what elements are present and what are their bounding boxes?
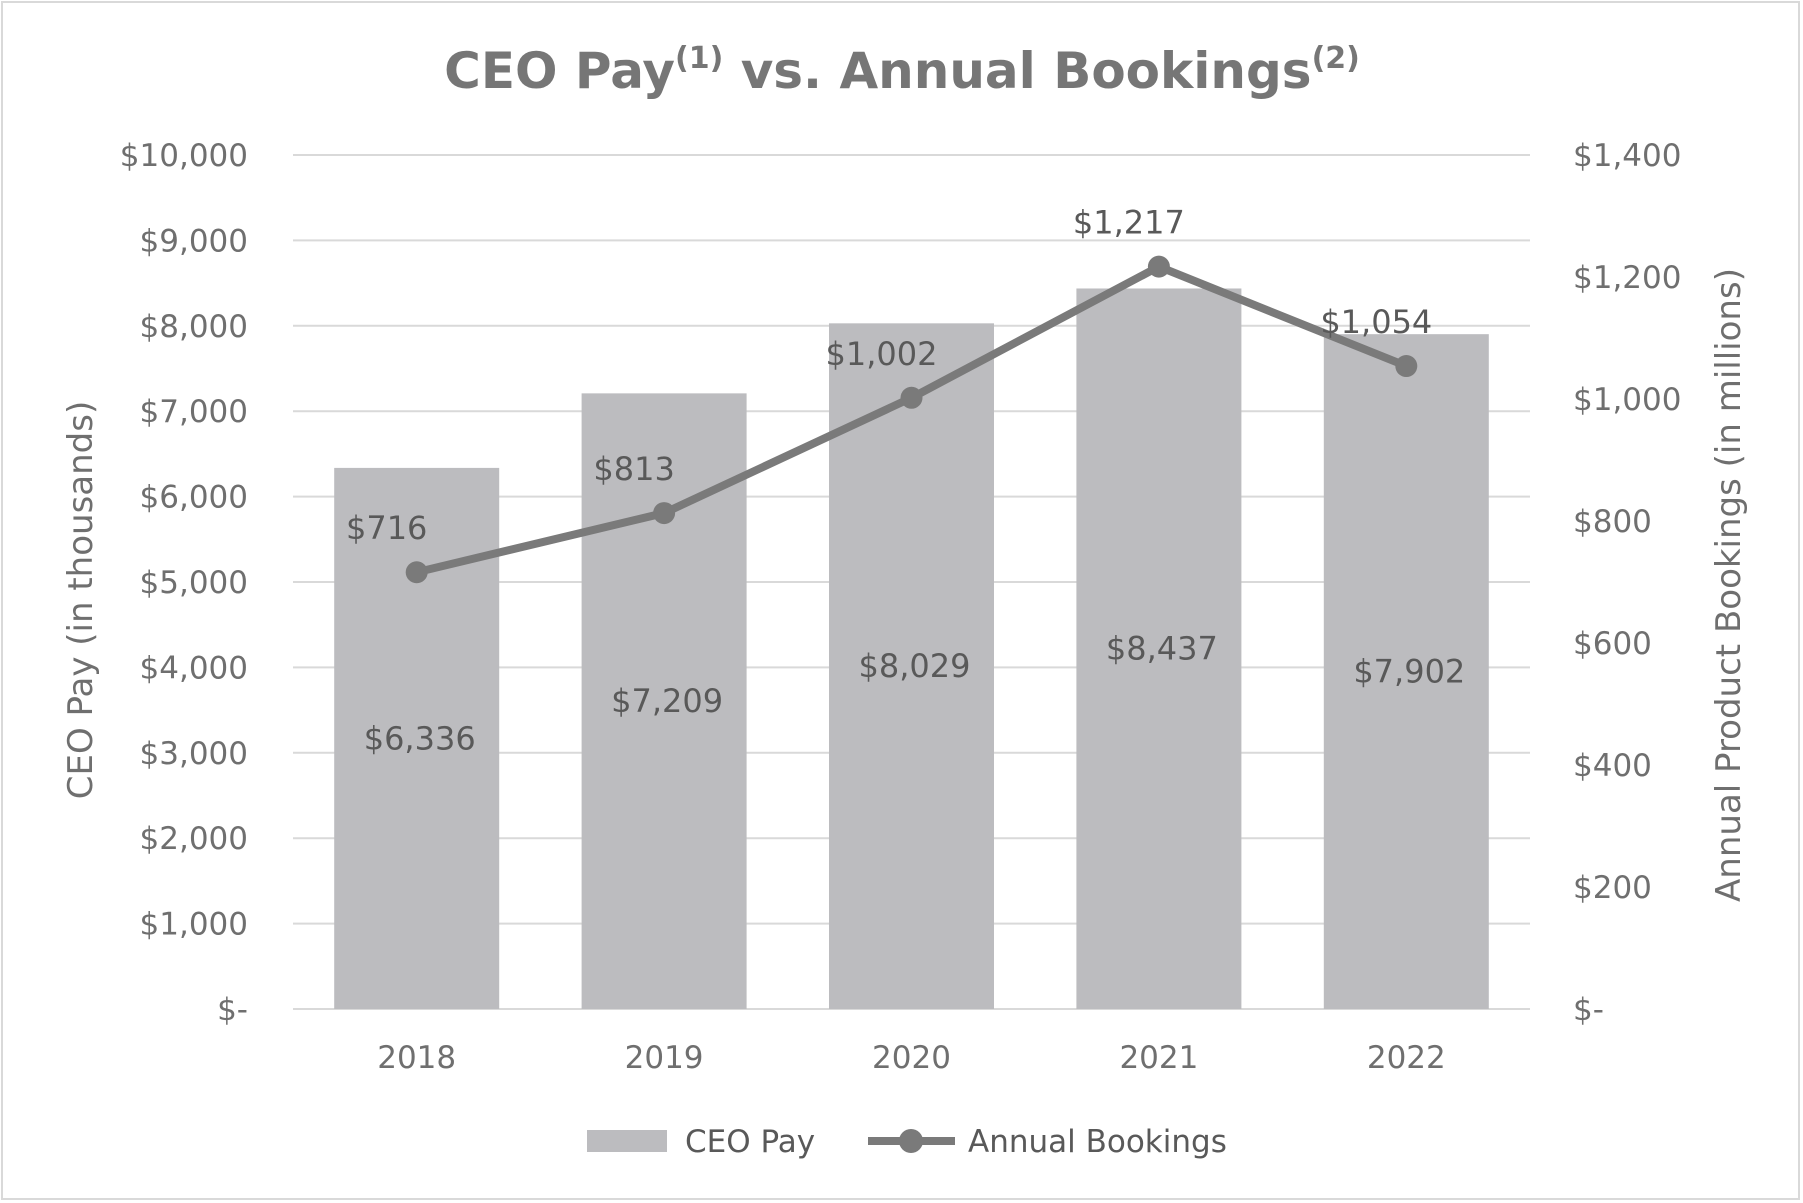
left-tick-label: $4,000 [140,650,248,686]
bar-value-label: $7,209 [611,682,723,720]
bookings-marker-2020 [900,386,923,409]
x-tick-label: 2018 [377,1040,456,1076]
right-tick-label: $- [1573,992,1604,1028]
left-axis-ticks: $- $1,000 $2,000 $3,000 $4,000 $5,000 $6,000 $7… [120,138,248,1028]
line-value-label: $1,002 [826,335,938,373]
legend: CEO Pay Annual Bookings [587,1124,1227,1160]
left-tick-label: $7,000 [140,394,248,430]
chart-title: CEO Pay(1) vs. Annual Bookings(2) [444,41,1360,100]
bar-data-labels: $6,336 $7,209 $8,029 $8,437 $7,902 [364,630,1466,758]
title-part-1: CEO Pay [444,42,675,100]
right-tick-label: $1,200 [1573,260,1681,296]
title-sup-1: (1) [675,41,723,76]
title-part-2: vs. Annual Bookings [723,42,1311,100]
left-tick-label: $8,000 [140,309,248,345]
x-tick-label: 2019 [625,1040,704,1076]
title-sup-2: (2) [1312,41,1360,76]
bookings-marker-2022 [1395,355,1418,378]
right-tick-label: $1,400 [1573,138,1681,174]
legend-label-annual-bookings: Annual Bookings [968,1124,1227,1160]
bar-value-label: $7,902 [1353,653,1465,691]
bar-value-label: $8,437 [1106,630,1218,668]
left-tick-label: $1,000 [140,907,248,943]
left-tick-label: $10,000 [120,138,248,174]
right-tick-label: $800 [1573,504,1652,540]
line-data-labels: $716 $813 $1,002 $1,217 $1,054 [346,204,1432,548]
left-tick-label: $2,000 [140,821,248,857]
right-axis-title: Annual Product Bookings (in millions) [1709,268,1749,902]
bar-ceo-pay-2019 [581,393,747,1009]
bookings-marker-2018 [405,561,428,584]
line-value-label: $813 [593,450,674,488]
x-tick-label: 2020 [872,1040,951,1076]
legend-marker-annual-bookings [899,1129,923,1153]
left-tick-label: $- [217,992,248,1028]
legend-label-ceo-pay: CEO Pay [685,1124,815,1160]
bar-ceo-pay-2020 [829,323,994,1010]
x-tick-label: 2021 [1119,1040,1198,1076]
bookings-marker-2021 [1147,255,1170,278]
bar-ceo-pay-2022 [1323,334,1489,1009]
bar-value-label: $8,029 [859,647,971,685]
line-value-label: $716 [346,509,427,547]
line-value-label: $1,054 [1320,303,1432,341]
left-tick-label: $5,000 [140,565,248,601]
x-axis-ticks: 2018 2019 2020 2021 2022 [377,1040,1446,1076]
left-axis-title: CEO Pay (in thousands) [61,401,101,800]
line-series-annual-bookings [405,255,1418,584]
bookings-marker-2019 [653,502,676,525]
left-tick-label: $3,000 [140,736,248,772]
right-tick-label: $200 [1573,870,1652,906]
right-tick-label: $1,000 [1573,382,1681,418]
bar-value-label: $6,336 [364,719,476,757]
x-tick-label: 2022 [1367,1040,1446,1076]
left-tick-label: $6,000 [140,480,248,516]
legend-swatch-ceo-pay [587,1130,667,1152]
right-tick-label: $600 [1573,626,1652,662]
line-value-label: $1,217 [1073,204,1185,242]
left-tick-label: $9,000 [140,223,248,259]
right-tick-label: $400 [1573,748,1652,784]
right-axis-ticks: $- $200 $400 $600 $800 $1,000 $1,200 $1,400 [1573,138,1681,1028]
bar-ceo-pay-2021 [1076,288,1242,1009]
